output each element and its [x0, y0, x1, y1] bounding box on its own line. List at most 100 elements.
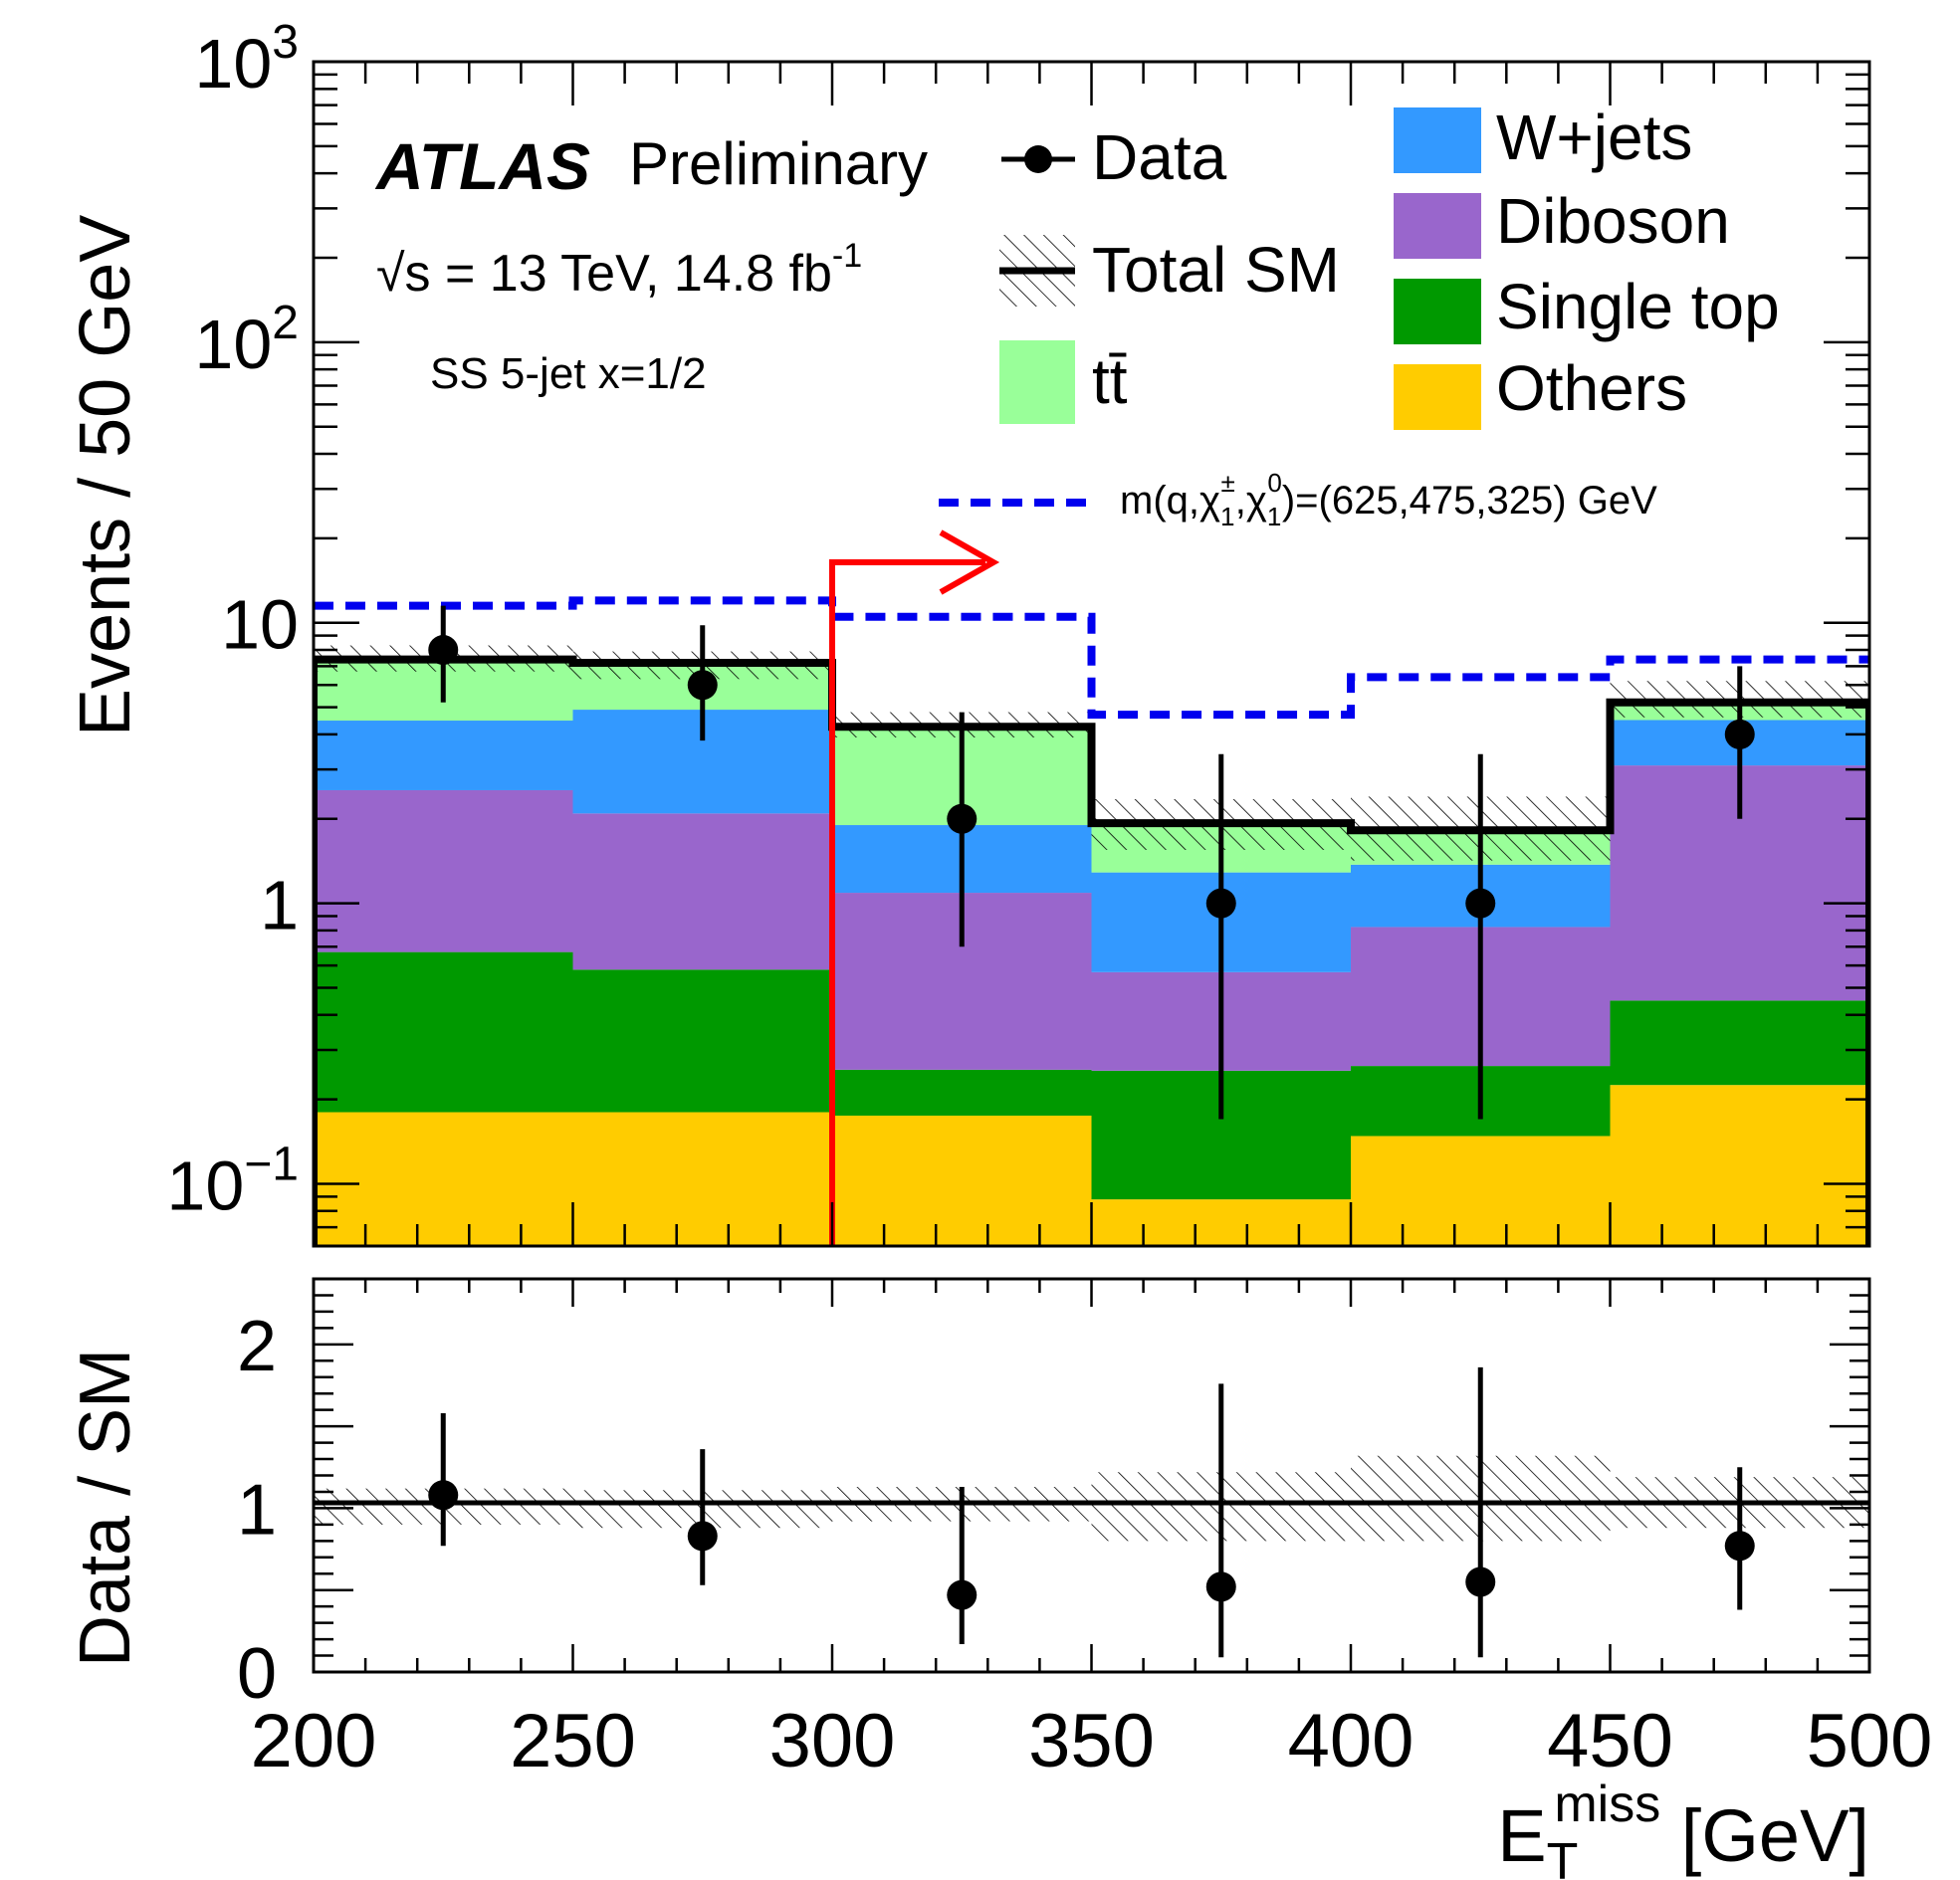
data-point-2 [947, 803, 978, 834]
ratio-point-1 [687, 1521, 718, 1552]
x-axis-label: ETmiss [GeV] [1497, 1776, 1869, 1880]
legend-ttbar-label: tt̄ [1092, 345, 1128, 417]
signal-chi1-sub: 1 [1220, 502, 1234, 531]
legend-wjets-swatch [1394, 107, 1481, 173]
signal-step-line [314, 596, 1869, 720]
stack-others-bin-0 [314, 1112, 573, 1246]
cut-arrow [829, 529, 1000, 1246]
atlas-label: ATLAS [374, 129, 590, 203]
stack-w-jets-bin-0 [314, 721, 573, 790]
energy-lumi-label: √s = 13 TeV, 14.8 fb-1 [376, 237, 862, 303]
stack-single-top-bin-1 [572, 969, 832, 1113]
data-point-5 [1724, 719, 1755, 749]
main-y-tick-label-0: 103 [194, 16, 299, 103]
stack-others-bin-5 [1610, 1085, 1869, 1246]
legend: Data Total SM tt̄ W+jets Diboson Single … [939, 102, 1780, 531]
data-point-1 [687, 670, 718, 701]
cut-arrow-shaft [829, 559, 985, 1246]
legend-singletop-swatch [1394, 279, 1481, 344]
stack-single-top-bin-0 [314, 951, 573, 1113]
legend-others-swatch [1394, 364, 1481, 430]
x-axis-label-sup: miss [1554, 1776, 1660, 1833]
ratio-y-tick-labels: 0 1 2 [237, 1307, 277, 1714]
legend-total-label: Total SM [1092, 234, 1340, 306]
energy-lumi-text: √s = 13 TeV, 14.8 fb [376, 245, 832, 303]
data-point-0 [428, 635, 459, 666]
main-y-tick-base-1: 10 [194, 306, 272, 383]
x-tick-label-5: 450 [1547, 1699, 1673, 1783]
ratio-uncertainty-band [314, 1455, 1869, 1542]
main-y-tick-base-4: 10 [166, 1147, 244, 1224]
ratio-point-0 [428, 1480, 459, 1511]
ratio-y-axis-label: Data / SM [66, 1349, 145, 1667]
main-y-tick-base-0: 10 [194, 25, 272, 103]
ratio-plot: 0 1 2 Data / SM [66, 1277, 1871, 1714]
main-y-tick-label-1: 102 [194, 297, 299, 383]
signal-label-post: )=(625,475,325) GeV [1282, 479, 1657, 522]
ratio-y-tick-label-0: 0 [237, 1634, 277, 1714]
legend-signal-label: m(q,χ1±,χ10)=(625,475,325) GeV [1120, 468, 1657, 531]
legend-singletop-label: Single top [1496, 271, 1780, 342]
x-axis-label-sub: T [1547, 1833, 1579, 1880]
x-tick-labels: 200 250 300 350 400 450 500 [251, 1699, 1933, 1783]
stack-diboson-bin-1 [572, 813, 832, 970]
signal-label-pre: m( [1120, 479, 1167, 522]
main-y-tick-label-4: 10−1 [166, 1138, 299, 1224]
cut-arrow-head [939, 529, 1000, 595]
main-y-tick-exp-1: 2 [272, 297, 299, 349]
stack-single-top-bin-2 [832, 1069, 1092, 1116]
signal-line [314, 596, 1869, 720]
data-point-3 [1205, 888, 1236, 919]
x-axis-label-unit: [GeV] [1660, 1794, 1869, 1877]
ratio-y-tick-label-2: 2 [237, 1307, 277, 1386]
main-y-tick-label-3: 1 [260, 867, 299, 944]
x-tick-label-2: 300 [769, 1699, 896, 1783]
stack-single-top-bin-5 [1610, 1000, 1869, 1086]
signal-chi2-sup: 0 [1267, 468, 1281, 498]
main-y-tick-exp-0: 3 [272, 16, 299, 69]
data-points [428, 605, 1755, 1120]
main-y-axis-label: Events / 50 GeV [66, 215, 145, 736]
legend-wjets-label: W+jets [1496, 102, 1692, 173]
legend-diboson-swatch [1394, 193, 1481, 259]
signal-comma-1: , [1189, 479, 1199, 522]
stacked-backgrounds [314, 659, 1869, 1246]
signal-chi2-sub: 1 [1267, 502, 1281, 531]
signal-chi1: χ [1199, 479, 1220, 522]
lumi-exponent: -1 [832, 237, 862, 275]
stack-others-bin-1 [572, 1112, 832, 1246]
main-axis-ticks [312, 60, 1871, 1248]
stack-others-bin-2 [832, 1115, 1092, 1246]
main-frame [312, 60, 1871, 1248]
ratio-points [428, 1366, 1755, 1658]
x-tick-label-3: 350 [1028, 1699, 1155, 1783]
ratio-y-tick-label-1: 1 [237, 1470, 277, 1550]
x-tick-label-0: 200 [251, 1699, 377, 1783]
signal-chi1-sup: ± [1220, 468, 1234, 498]
legend-diboson-label: Diboson [1496, 185, 1730, 257]
main-y-tick-base-2: 10 [221, 586, 299, 664]
ratio-point-2 [947, 1579, 978, 1610]
total-sm-step-line [314, 655, 1869, 1246]
ratio-frame [312, 1277, 1871, 1674]
x-tick-label-6: 500 [1807, 1699, 1933, 1783]
region-label: SS 5-jet x=1/2 [430, 349, 707, 398]
x-tick-label-4: 400 [1288, 1699, 1415, 1783]
legend-data-label: Data [1092, 121, 1227, 193]
legend-ttbar-swatch [999, 340, 1075, 424]
main-y-tick-base-3: 1 [260, 867, 299, 944]
preliminary-label: Preliminary [629, 130, 928, 197]
x-axis-label-main: E [1497, 1794, 1546, 1877]
legend-others-label: Others [1496, 352, 1687, 424]
stack-diboson-bin-0 [314, 789, 573, 952]
x-tick-label-1: 250 [510, 1699, 636, 1783]
stack-others-bin-4 [1351, 1136, 1611, 1246]
main-y-tick-label-2: 10 [221, 586, 299, 664]
stack-others-bin-3 [1091, 1199, 1351, 1246]
signal-chi2: χ [1246, 479, 1267, 522]
signal-q: q [1167, 479, 1189, 522]
data-point-4 [1465, 888, 1496, 919]
